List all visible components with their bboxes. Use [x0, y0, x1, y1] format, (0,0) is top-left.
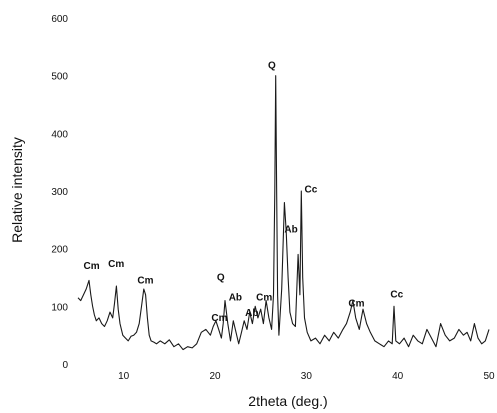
peak-label: Ab [284, 225, 297, 236]
y-tick-label: 200 [51, 245, 68, 256]
peak-label: Cm [348, 298, 364, 309]
x-tick-label: 30 [301, 371, 313, 382]
x-axis-ticks: 10 20 30 40 50 [118, 371, 495, 382]
y-tick-label: 300 [51, 187, 68, 198]
y-tick-label: 100 [51, 302, 68, 313]
x-axis-label: 2theta (deg.) [248, 393, 327, 409]
peak-label: Ab [245, 308, 258, 319]
y-tick-label: 500 [51, 72, 68, 83]
peak-label: Ab [229, 293, 242, 304]
x-tick-label: 20 [209, 371, 221, 382]
peak-label: Cm [108, 259, 124, 270]
y-tick-label: 0 [62, 360, 68, 371]
x-tick-label: 40 [392, 371, 404, 382]
peak-label: Q [217, 272, 225, 283]
peak-label: Cm [256, 293, 272, 304]
y-tick-label: 600 [51, 14, 68, 25]
peak-label: Cm [83, 261, 99, 272]
peak-label: Q [268, 61, 276, 72]
y-axis-ticks: 0 100 200 300 400 500 600 [51, 14, 68, 371]
y-axis-label: Relative intensity [9, 137, 25, 243]
x-tick-label: 50 [483, 371, 495, 382]
y-tick-label: 400 [51, 129, 68, 140]
peak-label: Cc [305, 185, 318, 196]
peak-label: Cc [390, 290, 403, 301]
peak-label: Cm [137, 275, 153, 286]
x-tick-label: 10 [118, 371, 130, 382]
series-line [77, 75, 490, 351]
peak-label: Cm [211, 313, 227, 324]
